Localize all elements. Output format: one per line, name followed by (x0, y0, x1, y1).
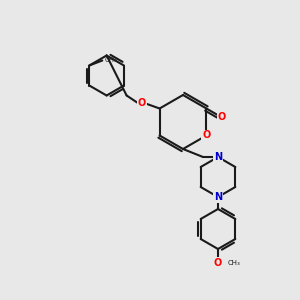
Text: O: O (218, 112, 226, 122)
Text: CH₃: CH₃ (228, 260, 241, 266)
Text: CH₃: CH₃ (104, 58, 117, 64)
Text: O: O (202, 130, 211, 140)
Text: O: O (137, 98, 146, 109)
Text: N: N (214, 152, 222, 162)
Text: N: N (214, 192, 222, 202)
Text: O: O (214, 258, 222, 268)
